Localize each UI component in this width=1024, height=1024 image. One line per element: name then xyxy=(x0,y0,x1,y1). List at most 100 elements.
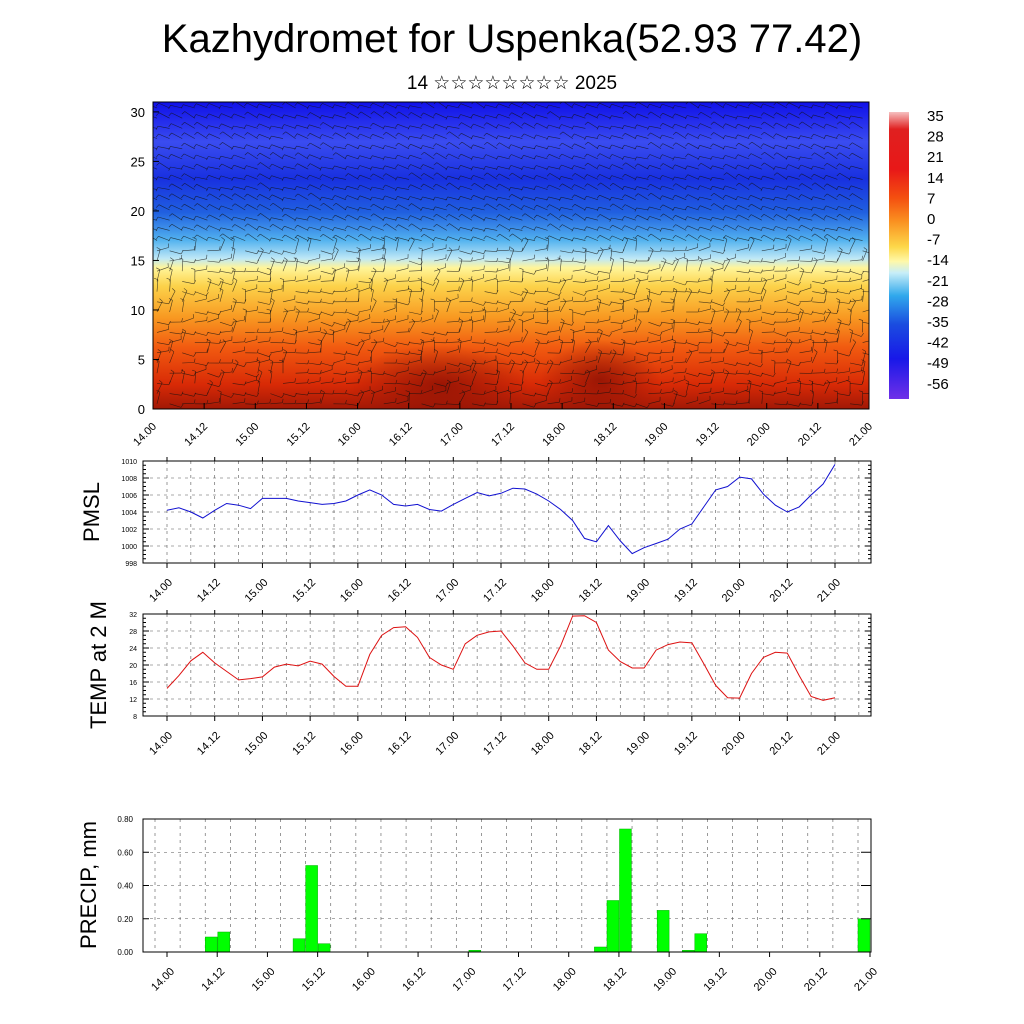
wind-barb xyxy=(446,382,451,394)
wind-barb xyxy=(711,301,723,307)
wind-barb-flag xyxy=(435,308,439,312)
wind-barb-flag xyxy=(584,174,588,178)
wind-barb-flag xyxy=(521,297,523,302)
wind-barb xyxy=(549,235,561,241)
wind-barb xyxy=(459,311,472,314)
wind-barb-flag xyxy=(218,163,223,168)
wind-barb xyxy=(788,123,800,129)
wind-barb xyxy=(156,329,169,333)
wind-barb xyxy=(245,339,257,343)
wind-barb-flag xyxy=(445,153,449,158)
wind-barb xyxy=(599,145,611,150)
wind-barb xyxy=(585,309,598,313)
wind-barb xyxy=(296,145,309,150)
wind-barb xyxy=(459,362,471,367)
wind-barb-flag xyxy=(470,195,474,199)
wind-barb-flag xyxy=(622,133,626,137)
wind-barb xyxy=(182,332,195,336)
wind-barb-flag xyxy=(282,213,286,218)
wind-barb xyxy=(611,103,624,109)
wind-barb xyxy=(219,270,232,274)
wind-barb xyxy=(852,121,863,129)
wind-barb xyxy=(674,207,687,211)
wind-barb-flag xyxy=(256,275,258,280)
wind-barb-flag xyxy=(746,318,751,321)
wind-barb-flag xyxy=(512,308,516,313)
wind-barb xyxy=(498,135,510,139)
wind-barb xyxy=(446,249,459,252)
wind-barb-flag xyxy=(596,145,600,149)
wind-barb xyxy=(623,278,635,282)
wind-barb xyxy=(234,193,246,201)
wind-barb xyxy=(624,173,636,180)
wind-barb xyxy=(748,331,753,343)
wind-barb xyxy=(585,298,598,303)
wind-barb xyxy=(660,301,673,304)
wind-barb-flag xyxy=(281,166,285,171)
wind-barb-flag xyxy=(571,125,574,130)
wind-barb xyxy=(321,156,334,160)
wind-barb-flag xyxy=(672,142,677,146)
wind-barb xyxy=(849,299,862,303)
wind-barb xyxy=(763,234,775,241)
wind-barb-flag xyxy=(432,196,436,201)
wind-barb-flag xyxy=(407,184,411,188)
wind-barb-flag xyxy=(749,328,753,332)
wind-barb-flag xyxy=(279,359,284,362)
wind-barb-flag xyxy=(332,270,335,275)
wind-barb xyxy=(484,403,497,405)
wind-barb xyxy=(219,372,225,384)
wind-barb xyxy=(421,246,434,252)
wind-barb xyxy=(409,105,422,109)
wind-barb xyxy=(169,372,175,384)
wind-barb xyxy=(373,173,384,180)
wind-barb-flag xyxy=(596,164,600,169)
wind-barb-flag xyxy=(206,348,208,353)
wind-barb xyxy=(624,104,636,109)
wind-barb xyxy=(308,257,320,262)
wind-barb xyxy=(484,278,497,282)
wind-barb xyxy=(560,359,572,364)
wind-barb-flag xyxy=(345,297,347,302)
wind-barb xyxy=(459,340,462,353)
wind-barb xyxy=(310,192,321,201)
wind-barb xyxy=(195,114,208,119)
wind-barb xyxy=(849,259,862,262)
wind-barb xyxy=(511,194,523,201)
wind-barb xyxy=(449,182,460,190)
wind-barb-flag xyxy=(373,339,378,343)
wind-barb xyxy=(786,341,793,353)
wind-barb-flag xyxy=(634,145,638,150)
wind-barb-flag xyxy=(319,225,323,230)
wind-barb xyxy=(650,183,662,190)
wind-barb xyxy=(446,362,459,367)
wind-barb-flag xyxy=(546,173,551,177)
wind-barb xyxy=(270,371,273,384)
x-tick-label: 19.00 xyxy=(624,730,652,758)
wind-barb xyxy=(282,351,287,364)
wind-barb-flag xyxy=(521,122,525,126)
wind-barb xyxy=(195,176,208,180)
wind-barb xyxy=(826,193,838,201)
wind-barb-flag xyxy=(722,185,726,190)
wind-barb xyxy=(386,111,397,119)
wind-barb xyxy=(321,196,334,201)
wind-barb xyxy=(385,235,397,241)
wind-barb-flag xyxy=(773,166,776,171)
x-tick-label: 21.00 xyxy=(847,421,875,449)
wind-barb-flag xyxy=(395,224,399,228)
wind-barb xyxy=(195,154,208,160)
wind-barb xyxy=(750,102,762,109)
wind-barb xyxy=(775,144,788,150)
wind-barb xyxy=(259,152,271,160)
wind-barb xyxy=(624,225,636,231)
wind-barb xyxy=(750,236,762,241)
wind-barb xyxy=(610,249,613,262)
wind-barb xyxy=(713,111,725,119)
wind-barb xyxy=(320,340,322,353)
wind-barb-flag xyxy=(306,154,310,159)
wind-barb-flag xyxy=(294,152,299,156)
wind-barb-flag xyxy=(508,103,512,107)
wind-barb-flag xyxy=(558,339,563,342)
heatmap-warm-core xyxy=(540,340,660,409)
